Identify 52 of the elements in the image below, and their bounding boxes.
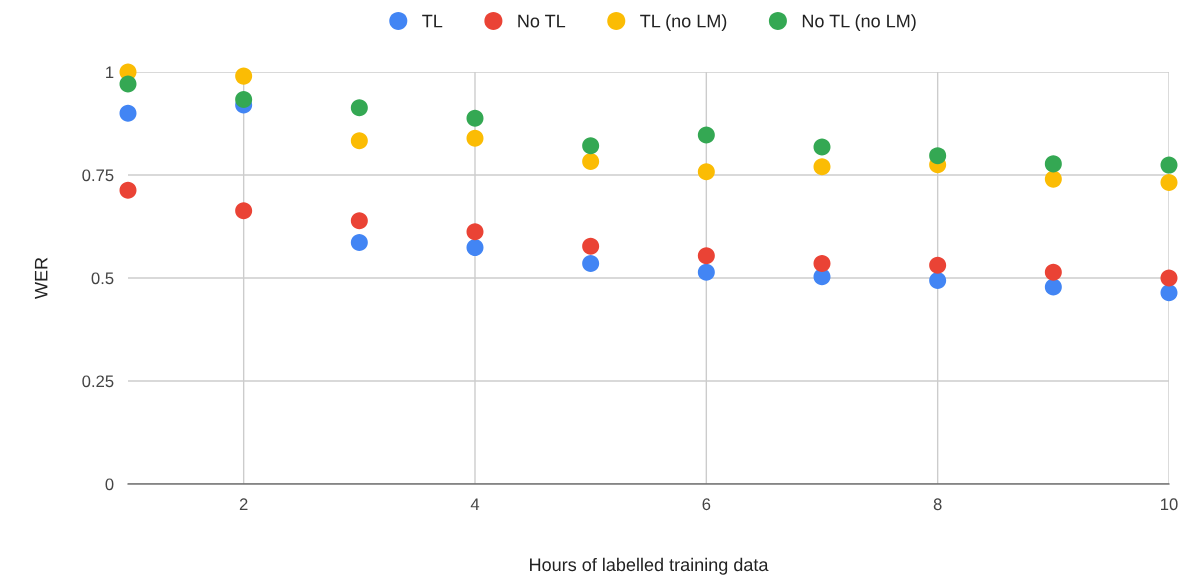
point — [813, 138, 831, 156]
legend-label: TL — [422, 14, 443, 28]
point — [697, 247, 715, 265]
point — [582, 255, 600, 273]
point — [1160, 284, 1178, 302]
point — [466, 109, 484, 127]
x-tick-label: 2 — [239, 498, 248, 510]
point — [582, 137, 600, 155]
point — [235, 67, 253, 85]
point — [1160, 173, 1178, 191]
y-tick-label: 0.25 — [82, 375, 114, 388]
x-tick-label: 8 — [933, 498, 942, 511]
point — [119, 75, 137, 93]
point — [350, 99, 368, 117]
point — [350, 212, 368, 230]
legend-label: No TL (no LM) — [802, 14, 916, 32]
point — [235, 202, 253, 220]
point — [1044, 278, 1062, 296]
y-tick-label: 0.75 — [82, 169, 114, 182]
point — [350, 234, 368, 252]
point — [929, 147, 947, 165]
point — [1044, 170, 1062, 188]
legend-label: No TL — [518, 14, 566, 28]
x-tick-label: 10 — [1161, 498, 1178, 511]
y-axis-title: WER — [34, 257, 48, 299]
x-tick-label: 4 — [470, 498, 480, 510]
y-tick-label: 1 — [106, 66, 114, 79]
point — [119, 181, 137, 199]
point — [697, 263, 715, 281]
y-tick-label: 0.5 — [91, 272, 114, 285]
point — [466, 129, 484, 147]
x-axis-title: Hours of labelled training data — [530, 557, 769, 575]
point — [235, 91, 253, 109]
point — [929, 271, 947, 289]
point — [697, 163, 715, 181]
point — [929, 256, 947, 274]
point — [582, 237, 600, 255]
point — [582, 152, 600, 170]
y-tick-label: 0 — [105, 478, 114, 491]
point — [1044, 263, 1062, 281]
point — [1160, 156, 1178, 174]
point — [466, 239, 484, 257]
point — [1044, 155, 1062, 173]
point — [813, 158, 831, 176]
point — [466, 223, 484, 241]
x-tick-label: 6 — [702, 498, 711, 511]
point — [119, 104, 137, 122]
point — [350, 132, 368, 150]
point — [697, 126, 715, 144]
point — [813, 255, 831, 273]
point — [1160, 269, 1178, 287]
legend-label: TL (no LM) — [640, 14, 727, 32]
